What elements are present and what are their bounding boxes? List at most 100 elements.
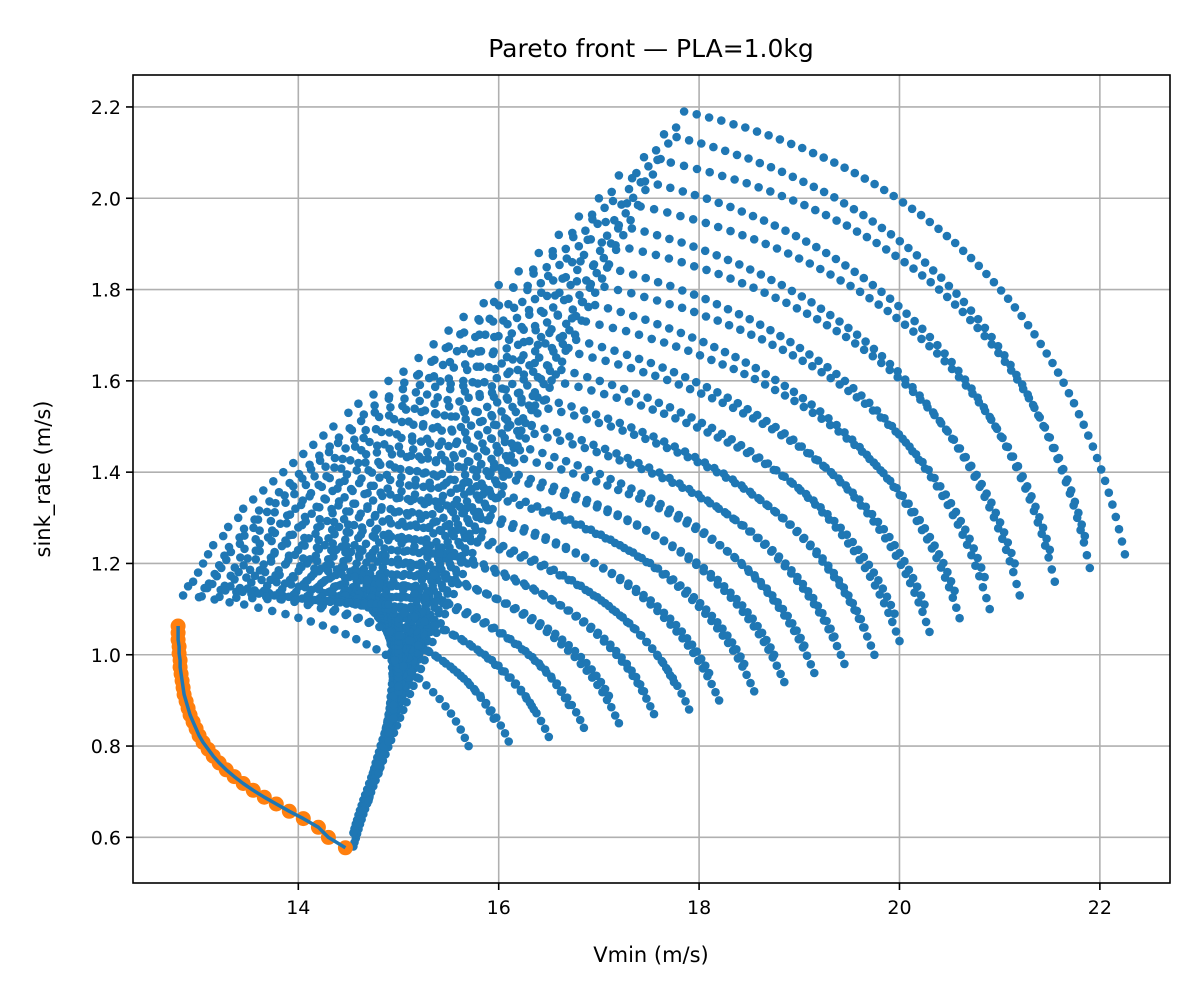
sweep-point (371, 526, 380, 535)
sweep-point (795, 343, 805, 353)
sweep-point (571, 520, 580, 529)
sweep-point (398, 517, 407, 527)
sweep-point (713, 316, 722, 325)
sweep-point (748, 614, 757, 623)
sweep-point (447, 425, 456, 435)
sweep-point (561, 319, 571, 329)
sweep-point (771, 375, 780, 385)
sweep-point (570, 646, 580, 656)
sweep-point (1117, 537, 1127, 546)
x-tick-label: 20 (887, 897, 911, 919)
sweep-point (744, 154, 753, 163)
sweep-point (352, 634, 361, 644)
sweep-point (384, 392, 394, 401)
sweep-point (751, 454, 761, 463)
sweep-point (781, 559, 790, 568)
sweep-point (652, 650, 662, 660)
sweep-point (916, 591, 926, 600)
sweep-point (668, 541, 677, 550)
sweep-point (992, 424, 1002, 434)
sweep-point (595, 320, 604, 330)
sweep-point (409, 536, 419, 545)
sweep-point (677, 689, 686, 698)
sweep-point (673, 514, 682, 523)
sweep-point (570, 368, 579, 378)
sweep-point (814, 356, 823, 366)
sweep-point (597, 596, 606, 605)
sweep-point (516, 553, 525, 562)
sweep-point (595, 246, 605, 256)
sweep-point (556, 601, 566, 610)
sweep-point (940, 349, 949, 358)
sweep-point (297, 520, 307, 530)
sweep-point (788, 619, 797, 628)
sweep-point (974, 261, 984, 271)
sweep-point (687, 640, 697, 649)
sweep-point (994, 348, 1003, 358)
sweep-point (476, 693, 486, 702)
sweep-point (284, 551, 294, 560)
sweep-point (239, 524, 249, 534)
sweep-point (553, 311, 563, 320)
sweep-point (266, 516, 276, 526)
sweep-point (659, 409, 669, 419)
x-tick-label: 22 (1088, 897, 1112, 919)
sweep-point (669, 367, 679, 377)
sweep-point (737, 278, 747, 288)
sweep-point (842, 530, 852, 539)
sweep-point (374, 412, 384, 422)
sweep-point (602, 263, 612, 272)
sweep-point (723, 304, 733, 314)
sweep-point (881, 245, 891, 254)
sweep-point (762, 584, 771, 593)
sweep-point (946, 498, 956, 508)
sweep-point (1104, 488, 1114, 498)
sweep-point (500, 414, 510, 423)
sweep-point (530, 358, 539, 368)
sweep-point (516, 355, 526, 365)
sweep-point (816, 264, 825, 274)
sweep-point (418, 566, 428, 576)
sweep-point (696, 654, 706, 664)
sweep-point (874, 300, 883, 309)
sweep-point (526, 557, 536, 566)
sweep-point (1050, 443, 1059, 453)
sweep-point (661, 663, 671, 673)
sweep-point (338, 454, 347, 464)
sweep-point (410, 404, 420, 414)
sweep-point (319, 431, 328, 440)
sweep-point (364, 618, 373, 628)
sweep-point (397, 472, 406, 482)
sweep-point (748, 414, 758, 423)
sweep-point (812, 547, 821, 556)
sweep-point (600, 282, 609, 292)
sweep-point (460, 428, 470, 437)
sweep-point (689, 262, 699, 271)
sweep-point (529, 269, 538, 278)
sweep-point (492, 373, 502, 383)
sweep-point (816, 304, 826, 314)
sweep-point (832, 641, 842, 651)
sweep-point (473, 452, 483, 461)
sweep-point (840, 659, 849, 669)
sweep-point (978, 582, 988, 592)
sweep-point (1038, 523, 1048, 533)
sweep-point (852, 227, 862, 236)
sweep-point (648, 170, 658, 179)
sweep-point (313, 523, 322, 532)
sweep-point (879, 468, 888, 478)
sweep-point (830, 158, 839, 167)
sweep-point (260, 567, 270, 577)
sweep-point (550, 291, 560, 300)
sweep-point (555, 571, 564, 580)
sweep-point (613, 511, 622, 521)
sweep-point (825, 420, 835, 430)
sweep-point (873, 517, 883, 527)
sweep-point (666, 183, 675, 193)
sweep-point (713, 618, 722, 627)
sweep-point (1111, 512, 1121, 522)
sweep-point (718, 624, 727, 633)
sweep-point (513, 365, 523, 375)
sweep-point (625, 244, 634, 253)
sweep-point (713, 575, 722, 585)
